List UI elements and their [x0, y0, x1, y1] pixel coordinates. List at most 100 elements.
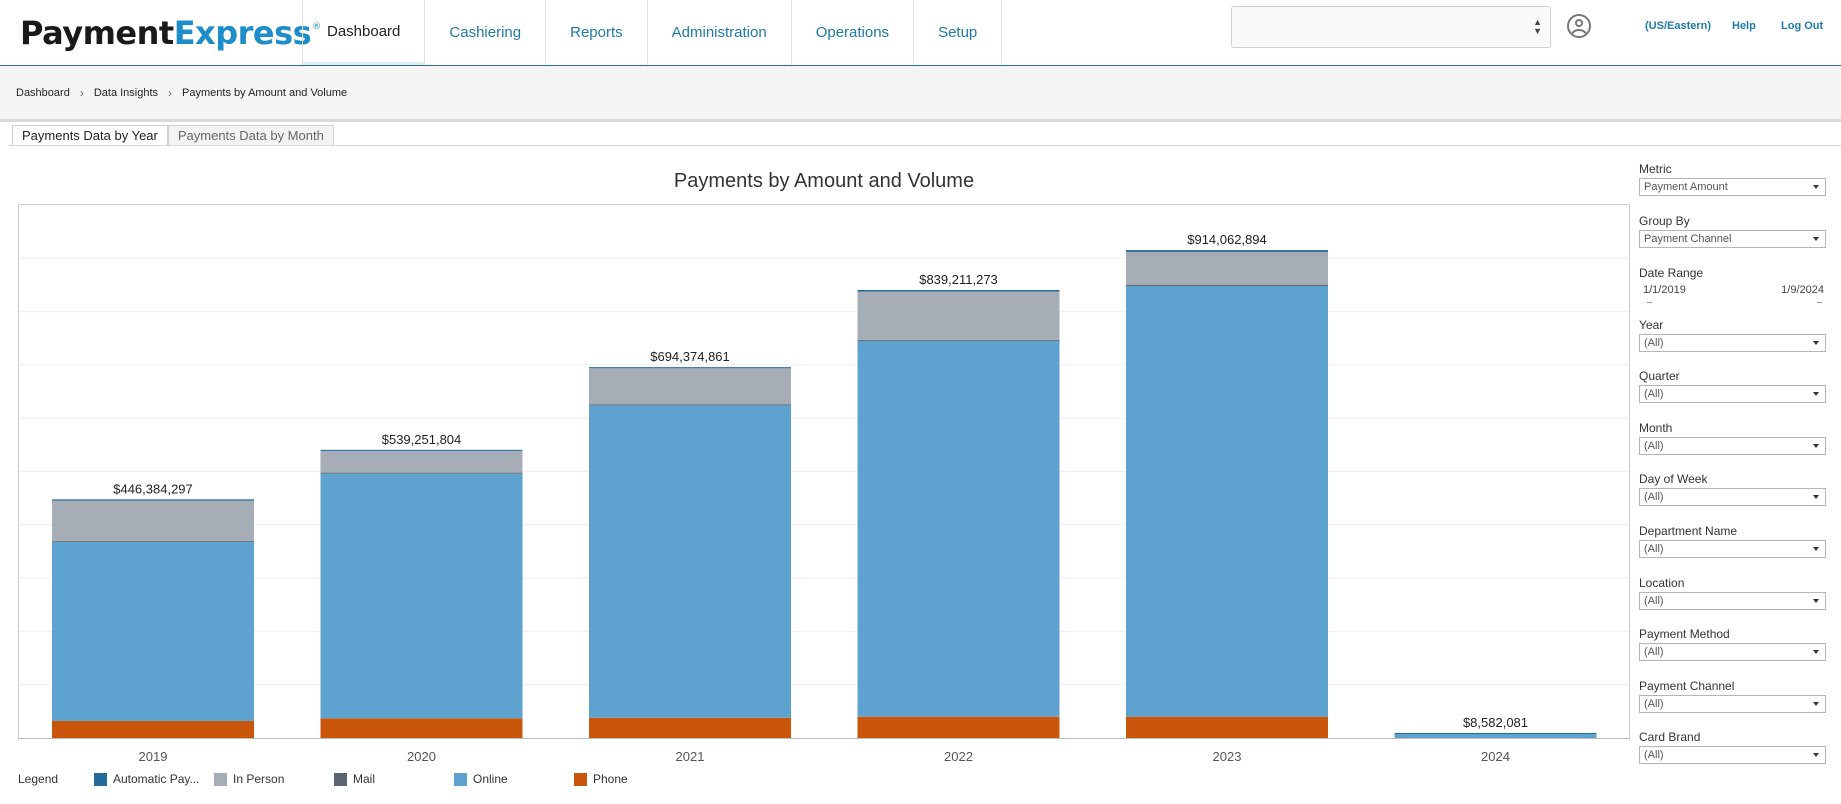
- view-tabs: Payments Data by Year Payments Data by M…: [12, 125, 334, 145]
- bar-segment-phone-2019[interactable]: [52, 720, 254, 738]
- location-dropdown[interactable]: (All): [1639, 592, 1826, 610]
- filter-date-range: Date Range 1/1/2019 1/9/2024: [1639, 264, 1827, 316]
- help-link[interactable]: Help: [1732, 20, 1756, 32]
- filter-month-label: Month: [1639, 421, 1673, 435]
- payment-express-logo[interactable]: Payment Express ®: [0, 0, 321, 65]
- tab-payments-by-year[interactable]: Payments Data by Year: [12, 125, 168, 145]
- legend-item-online[interactable]: Online: [454, 772, 574, 786]
- chart-title: Payments by Amount and Volume: [673, 170, 975, 192]
- payment-method-dropdown[interactable]: (All): [1639, 643, 1826, 661]
- nav-setup-label: Setup: [938, 24, 978, 41]
- filter-year-label: Year: [1639, 318, 1664, 332]
- filter-location-label: Location: [1639, 576, 1685, 590]
- chevron-right-icon: ›: [79, 85, 84, 100]
- bar-segment-online-2024[interactable]: [1394, 734, 1597, 738]
- filter-payment-method-label: Payment Method: [1639, 627, 1730, 641]
- nav-operations[interactable]: Operations: [792, 0, 915, 65]
- bar-segment-phone-2021[interactable]: [589, 717, 791, 738]
- bar-segment-in-person-2023[interactable]: [1126, 251, 1328, 286]
- legend-item-automatic-pay[interactable]: Automatic Pay...: [94, 772, 214, 786]
- card-brand-value: (All): [1644, 749, 1664, 761]
- group-by-dropdown[interactable]: Payment Channel: [1639, 230, 1826, 248]
- legend-item-mail[interactable]: Mail: [334, 772, 454, 786]
- bar-segment-online-2023[interactable]: [1126, 286, 1328, 717]
- card-brand-dropdown[interactable]: (All): [1639, 746, 1826, 764]
- metric-dropdown[interactable]: Payment Amount: [1639, 178, 1826, 196]
- bar-segment-automatic-pay-2024[interactable]: [1394, 733, 1597, 735]
- filter-payment-channel-label: Payment Channel: [1639, 679, 1735, 693]
- bar-segment-online-2019[interactable]: [52, 541, 254, 721]
- bar-segment-automatic-pay-2020[interactable]: [320, 449, 523, 451]
- filter-group-by: Group By Payment Channel: [1639, 212, 1827, 264]
- nav-administration-label: Administration: [671, 24, 767, 41]
- filter-group-by-label: Group By: [1639, 214, 1690, 228]
- payment-channel-dropdown[interactable]: (All): [1639, 695, 1826, 713]
- logo-text-express: Express: [173, 13, 312, 52]
- bar-segment-phone-2020[interactable]: [320, 718, 523, 738]
- bar-segment-mail-2019[interactable]: [52, 540, 254, 542]
- month-dropdown[interactable]: (All): [1639, 437, 1826, 455]
- nav-administration[interactable]: Administration: [648, 0, 792, 65]
- account-select[interactable]: ▲ ▼: [1231, 6, 1551, 48]
- bar-segment-automatic-pay-2023[interactable]: [1126, 250, 1328, 252]
- bar-segment-mail-2020[interactable]: [320, 472, 523, 474]
- caret-down-icon: [1813, 444, 1819, 448]
- filter-department-name: Department Name (All): [1639, 522, 1827, 574]
- nav-dashboard-label: Dashboard: [327, 22, 401, 40]
- bar-segment-in-person-2019[interactable]: [52, 500, 254, 541]
- day-of-week-dropdown[interactable]: (All): [1639, 488, 1826, 506]
- legend-label: Automatic Pay...: [113, 772, 200, 786]
- filter-payment-method: Payment Method (All): [1639, 625, 1827, 677]
- legend-label: Online: [473, 772, 508, 786]
- date-range-start-handle[interactable]: [1647, 302, 1652, 303]
- date-range-end-handle[interactable]: [1817, 302, 1822, 303]
- tab-payments-by-month[interactable]: Payments Data by Month: [167, 125, 334, 145]
- bar-segment-phone-2022[interactable]: [857, 716, 1060, 738]
- x-tick-label: 2020: [407, 749, 436, 764]
- nav-dashboard[interactable]: Dashboard: [302, 0, 426, 65]
- user-profile-icon[interactable]: [1567, 14, 1591, 38]
- logo-registered-mark: ®: [312, 21, 321, 32]
- date-range-from: 1/1/2019: [1643, 284, 1686, 296]
- x-tick-label: 2023: [1213, 749, 1242, 764]
- filter-day-of-week-label: Day of Week: [1639, 472, 1708, 486]
- legend-item-phone[interactable]: Phone: [574, 772, 694, 786]
- date-range-slider[interactable]: 1/1/2019 1/9/2024: [1639, 282, 1826, 303]
- tab-divider: [8, 145, 1841, 146]
- department-name-dropdown[interactable]: (All): [1639, 540, 1826, 558]
- nav-reports[interactable]: Reports: [546, 0, 648, 65]
- bar-segment-mail-2022[interactable]: [857, 339, 1060, 341]
- logout-link[interactable]: Log Out: [1781, 20, 1824, 32]
- bar-segment-online-2021[interactable]: [589, 405, 791, 718]
- bar-segment-in-person-2022[interactable]: [857, 291, 1060, 340]
- legend-label: Phone: [593, 772, 628, 786]
- bar-segment-automatic-pay-2021[interactable]: [589, 367, 791, 369]
- bar-segment-online-2022[interactable]: [857, 340, 1060, 717]
- nav-setup[interactable]: Setup: [914, 0, 1003, 65]
- year-dropdown[interactable]: (All): [1639, 334, 1826, 352]
- filter-panel: Metric Payment Amount Group By Payment C…: [1639, 160, 1827, 768]
- group-by-value: Payment Channel: [1644, 233, 1732, 245]
- bar-segment-online-2020[interactable]: [320, 473, 523, 719]
- bar-segment-in-person-2020[interactable]: [320, 450, 523, 473]
- caret-down-icon: [1813, 753, 1819, 757]
- legend-swatch: [574, 772, 587, 786]
- bar-segment-automatic-pay-2022[interactable]: [857, 289, 1060, 292]
- nav-cashiering[interactable]: Cashiering: [425, 0, 547, 65]
- breadcrumb-data-insights[interactable]: Data Insights: [93, 86, 159, 99]
- legend-item-in-person[interactable]: In Person: [214, 772, 334, 786]
- filter-date-range-label: Date Range: [1639, 266, 1704, 280]
- bar-segment-mail-2021[interactable]: [589, 404, 791, 406]
- legend-title: Legend: [18, 772, 59, 786]
- legend-swatch: [454, 772, 467, 786]
- bar-segment-in-person-2021[interactable]: [589, 368, 791, 405]
- bar-segment-automatic-pay-2019[interactable]: [52, 499, 254, 501]
- timezone-link[interactable]: (US/Eastern): [1645, 20, 1712, 32]
- payment-channel-value: (All): [1644, 698, 1664, 710]
- quarter-dropdown[interactable]: (All): [1639, 385, 1826, 403]
- bar-segment-phone-2023[interactable]: [1126, 716, 1328, 738]
- caret-down-icon: [1813, 599, 1819, 603]
- filter-metric: Metric Payment Amount: [1639, 160, 1827, 212]
- breadcrumb-dashboard[interactable]: Dashboard: [16, 86, 70, 99]
- bar-segment-mail-2023[interactable]: [1126, 285, 1328, 287]
